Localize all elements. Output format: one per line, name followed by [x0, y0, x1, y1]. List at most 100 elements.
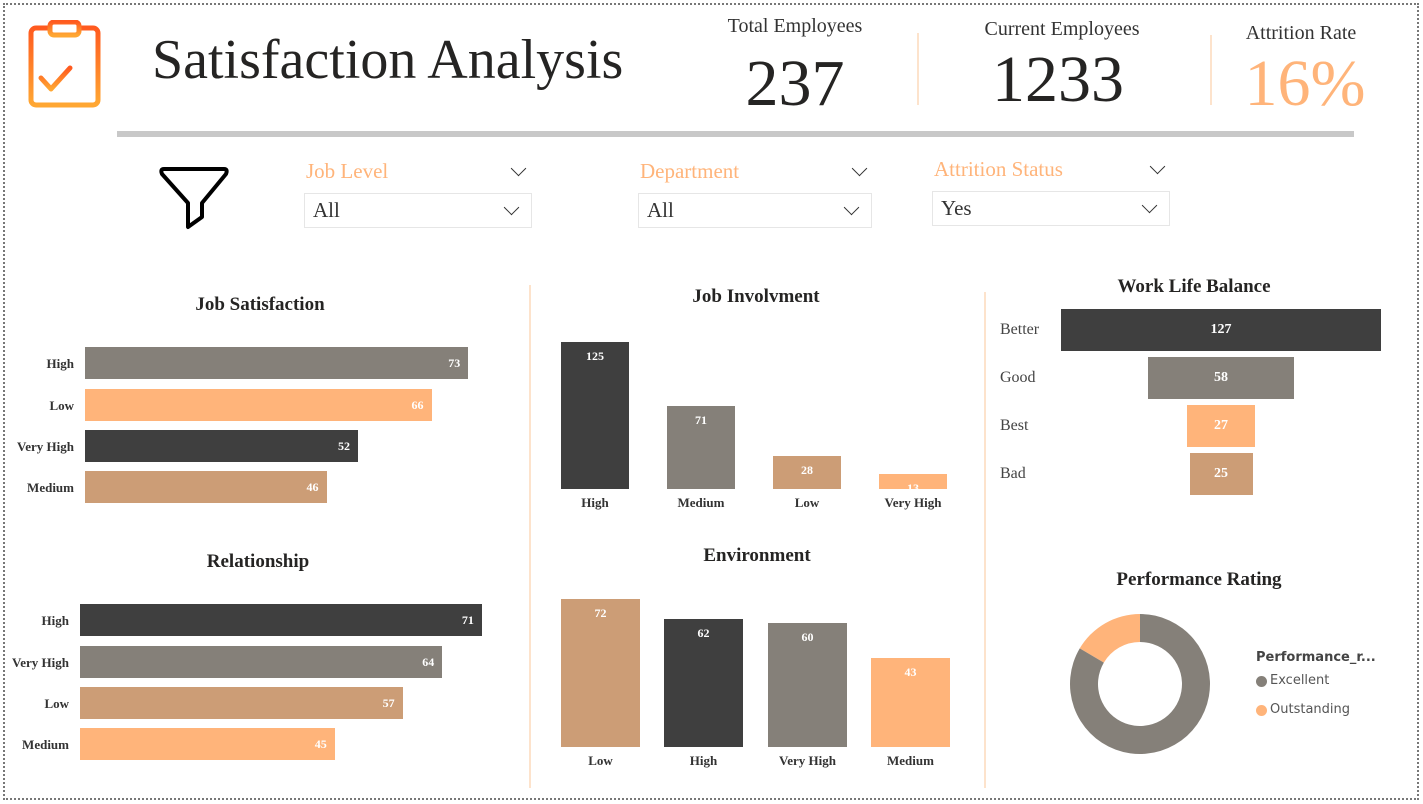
category-label: Very High — [17, 439, 74, 454]
kpi-current-label: Current Employees — [984, 18, 1140, 40]
category-label: Low — [49, 398, 74, 413]
job-level-dropdown[interactable]: All — [304, 193, 532, 228]
bar — [561, 342, 629, 489]
funnel-bar — [1147, 357, 1295, 399]
category-label: Low — [794, 495, 820, 510]
data-label: 60 — [801, 630, 814, 645]
chart-title: Work Life Balance — [1117, 276, 1271, 297]
clipboard-check-icon — [28, 20, 101, 108]
chart-title: Performance Rating — [1116, 569, 1282, 590]
category-label: Medium — [22, 737, 69, 752]
page-title: Satisfaction Analysis — [152, 29, 624, 91]
legend-item: Outstanding — [1270, 702, 1350, 717]
attrition-status-label: Attrition Status — [934, 157, 1063, 181]
data-label: 46 — [306, 480, 319, 494]
funnel-bar — [1189, 453, 1253, 495]
funnel-bar — [1060, 309, 1381, 351]
department-label: Department — [640, 159, 740, 183]
donut-slice-excellent — [1070, 614, 1210, 754]
data-label: 64 — [422, 655, 435, 669]
category-label: High — [581, 495, 609, 510]
bar — [80, 687, 403, 719]
category-label: Low — [44, 696, 69, 711]
attrition-status-dropdown[interactable]: Yes — [932, 191, 1170, 226]
category-label: Low — [588, 753, 613, 768]
job-level-label: Job Level — [306, 159, 389, 183]
donut-slice-outstanding — [1079, 614, 1140, 663]
data-label: 66 — [411, 398, 424, 412]
bar — [80, 604, 482, 636]
data-label: 43 — [904, 665, 917, 680]
bar — [85, 347, 469, 379]
data-label: 125 — [586, 349, 604, 363]
data-label: 58 — [1214, 370, 1228, 385]
chevron-down-icon — [843, 199, 860, 216]
bar — [667, 405, 735, 489]
category-label: Better — [1000, 321, 1040, 338]
bar — [768, 623, 847, 747]
divider — [917, 33, 919, 105]
department-dropdown[interactable]: All — [638, 193, 872, 228]
category-label: High — [46, 356, 74, 371]
category-label: High — [41, 613, 69, 628]
bar — [561, 598, 640, 747]
bar — [80, 646, 443, 678]
category-label: Medium — [677, 495, 725, 510]
chevron-down-icon — [1141, 197, 1158, 214]
dashboard-frame — [3, 3, 1419, 800]
chart-title: Job Satisfaction — [195, 294, 325, 315]
data-label: 62 — [697, 626, 710, 641]
category-label: Bad — [1000, 465, 1026, 482]
data-label: 72 — [594, 605, 607, 620]
chart-title: Relationship — [206, 551, 310, 572]
bar — [879, 473, 947, 489]
legend-item: Excellent — [1270, 673, 1330, 688]
bar — [80, 728, 335, 760]
legend-marker — [1256, 705, 1267, 716]
bar — [773, 456, 841, 489]
chart-title: Job Involvment — [692, 286, 820, 307]
kpi-total-label: Total Employees — [727, 15, 863, 37]
job-level-value: All — [313, 198, 340, 222]
header-divider — [117, 131, 1354, 137]
kpi-attrition-value: 16% — [1244, 47, 1366, 120]
data-label: 27 — [1214, 418, 1228, 433]
category-label: High — [689, 753, 718, 768]
data-label: 127 — [1210, 322, 1232, 337]
funnel-bar — [1186, 405, 1255, 447]
category-label: Medium — [27, 480, 74, 495]
divider — [984, 292, 986, 788]
data-label: 52 — [338, 439, 350, 453]
chevron-down-icon — [503, 199, 520, 216]
category-label: Good — [1000, 369, 1036, 386]
data-label: 73 — [448, 356, 461, 370]
donut-chart — [1070, 614, 1210, 754]
kpi-attrition-label: Attrition Rate — [1245, 22, 1357, 44]
category-label: Very High — [779, 753, 836, 768]
department-value: All — [647, 198, 674, 222]
category-label: Very High — [12, 655, 69, 670]
divider — [529, 285, 531, 788]
category-label: Very High — [884, 495, 942, 510]
filter-icon — [159, 167, 229, 229]
attrition-status-value: Yes — [941, 196, 972, 220]
chart-title: Environment — [703, 545, 811, 566]
data-label: 25 — [1214, 466, 1228, 481]
bar — [85, 430, 358, 462]
data-label: 57 — [382, 696, 395, 710]
legend-title: Performance_r... — [1256, 650, 1376, 665]
bar — [871, 658, 950, 747]
category-label: Medium — [887, 753, 934, 768]
data-label: 13 — [907, 480, 919, 495]
bar — [85, 389, 432, 421]
data-label: 28 — [801, 463, 813, 478]
data-label: 71 — [461, 613, 474, 627]
legend-marker — [1256, 676, 1267, 687]
bar — [664, 619, 743, 747]
kpi-current-value: 1233 — [992, 43, 1124, 116]
kpi-total-value: 237 — [745, 47, 845, 120]
data-label: 71 — [695, 412, 707, 427]
category-label: Best — [1000, 417, 1029, 434]
data-label: 45 — [314, 737, 327, 751]
divider — [1210, 35, 1212, 105]
